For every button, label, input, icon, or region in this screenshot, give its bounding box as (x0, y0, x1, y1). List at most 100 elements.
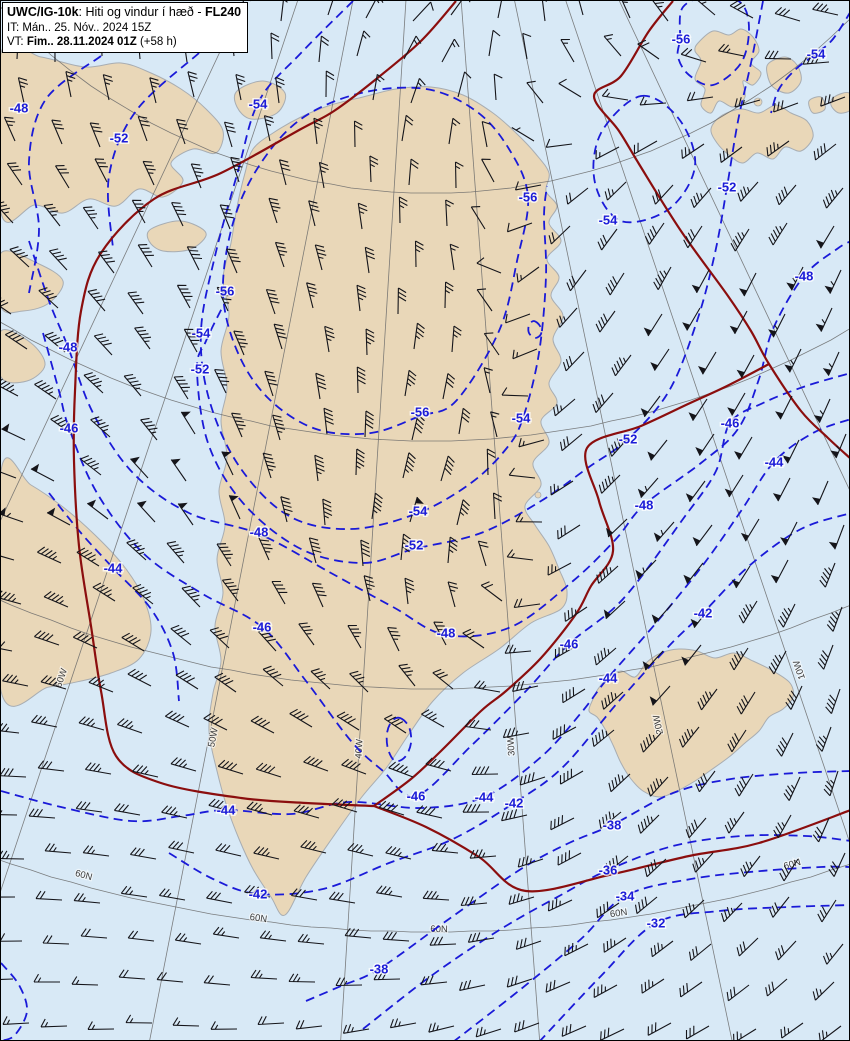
barb-shaft (378, 800, 405, 816)
barb-shaft (818, 398, 831, 423)
wind-barb (414, 240, 424, 268)
wind-barb (578, 1, 584, 16)
barb-shaft (475, 1026, 502, 1038)
wind-barb (552, 724, 577, 740)
barb-shaft (271, 580, 288, 605)
wind-barb (336, 711, 360, 731)
barb-shaft (1, 378, 19, 397)
barb-shaft (89, 122, 103, 148)
wind-barb (388, 761, 414, 778)
pennant-50kt (637, 488, 646, 498)
barb-shaft (823, 770, 839, 797)
barb-shaft (656, 521, 675, 542)
wind-barb (637, 477, 659, 498)
wind-barb (93, 333, 113, 356)
pennant-50kt (640, 408, 649, 417)
wind-barb (565, 187, 589, 205)
longitude-label: 40W (353, 739, 365, 759)
wind-barb (785, 685, 803, 710)
barb-shaft (764, 50, 792, 60)
barb-shaft (681, 143, 705, 159)
wind-barb (158, 888, 186, 901)
wind-barb (65, 70, 76, 98)
barb-shaft (699, 433, 715, 456)
wind-barb (822, 187, 844, 209)
barb-shaft (223, 121, 236, 148)
barb-shaft (295, 1019, 323, 1030)
barb-shaft (719, 146, 743, 163)
pennant-50kt (681, 656, 689, 666)
wind-barb (692, 852, 714, 873)
wind-barb (17, 77, 29, 104)
barb-shaft (87, 1021, 115, 1030)
barb-shaft (562, 687, 586, 704)
isotherm-label: -52 (405, 538, 424, 553)
barb-shaft (414, 240, 424, 268)
barb-shaft (121, 632, 145, 652)
isotherm--48 (28, 55, 102, 294)
pennant-50kt (724, 488, 733, 497)
wind-barb (486, 448, 496, 476)
barb-shaft (226, 248, 241, 274)
wind-barb (402, 452, 416, 479)
barb-shaft (176, 118, 189, 145)
wind-barb (802, 55, 830, 65)
isotherm-label: -48 (250, 525, 269, 540)
wind-barb (31, 714, 58, 728)
barb-shaft (564, 606, 588, 622)
barb-shaft (766, 140, 790, 157)
wind-barb (314, 244, 327, 271)
wind-barb (300, 840, 327, 854)
wind-barb (164, 710, 190, 728)
wind-barb (214, 672, 237, 693)
wind-barb (734, 436, 753, 460)
wind-barb (180, 411, 196, 435)
barb-shaft (364, 410, 374, 438)
barb-shaft (209, 627, 230, 649)
wind-barb (43, 203, 61, 227)
wind-barb (483, 367, 493, 394)
wind-barb (685, 1025, 710, 1040)
wind-barb (387, 627, 401, 652)
wind-barb (454, 161, 464, 189)
wind-barb (37, 546, 62, 564)
wind-barb (493, 73, 503, 101)
barb-shaft (28, 808, 56, 819)
wind-barb (233, 330, 248, 356)
barb-shaft (421, 709, 445, 728)
wind-barb (308, 200, 320, 227)
wind-barb (290, 888, 318, 901)
barb-shaft (772, 313, 786, 338)
barb-shaft (92, 582, 116, 602)
barb-shaft (55, 165, 70, 189)
wind-barb (349, 670, 369, 693)
isotherm--38 (1, 962, 28, 1040)
wind-barb (820, 94, 846, 107)
barb-shaft (740, 855, 761, 878)
longitude-label: 50W (206, 727, 221, 748)
model-boundary-layer (72, 1, 849, 893)
wind-barb (347, 843, 374, 857)
pennant-50kt (688, 412, 697, 421)
longitude-label: 20W (651, 714, 666, 735)
wind-barb (171, 202, 187, 227)
wind-barb (1, 978, 14, 981)
wind-barb (72, 631, 98, 649)
wind-barb (223, 121, 236, 148)
wind-barb (683, 562, 704, 584)
wind-barb (690, 187, 712, 208)
isotherm-label: -52 (718, 180, 737, 195)
wind-barb (35, 890, 63, 901)
wind-barb (688, 398, 708, 422)
barb-shaft (175, 670, 199, 690)
wind-barb (780, 521, 798, 546)
wind-barb (566, 269, 587, 292)
barb-shaft (210, 1021, 238, 1030)
wind-barb (293, 804, 320, 819)
barb-shaft (84, 762, 112, 775)
barb-shaft (566, 269, 587, 292)
wind-barb (50, 414, 73, 435)
wind-barb (596, 565, 619, 584)
barb-shaft (398, 196, 408, 224)
wind-barb (90, 416, 111, 438)
